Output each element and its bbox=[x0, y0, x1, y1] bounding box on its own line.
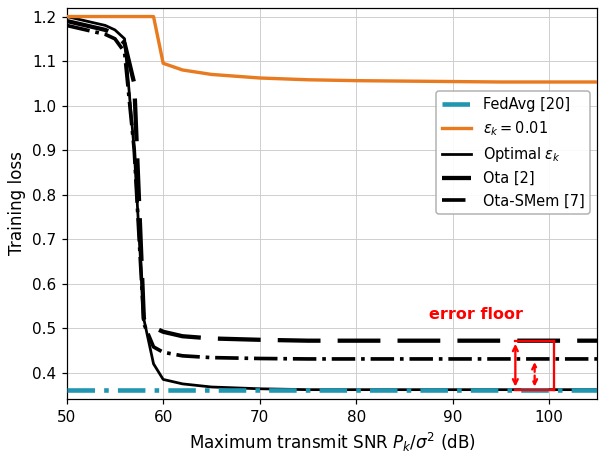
Y-axis label: Training loss: Training loss bbox=[8, 152, 25, 255]
Text: error floor: error floor bbox=[428, 307, 523, 322]
Legend: FedAvg [20], $\varepsilon_k = 0.01$, Optimal $\varepsilon_k$, Ota [2], Ota-SMem : FedAvg [20], $\varepsilon_k = 0.01$, Opt… bbox=[436, 91, 590, 214]
X-axis label: Maximum transmit SNR $P_k/\sigma^2$ (dB): Maximum transmit SNR $P_k/\sigma^2$ (dB) bbox=[189, 431, 476, 454]
